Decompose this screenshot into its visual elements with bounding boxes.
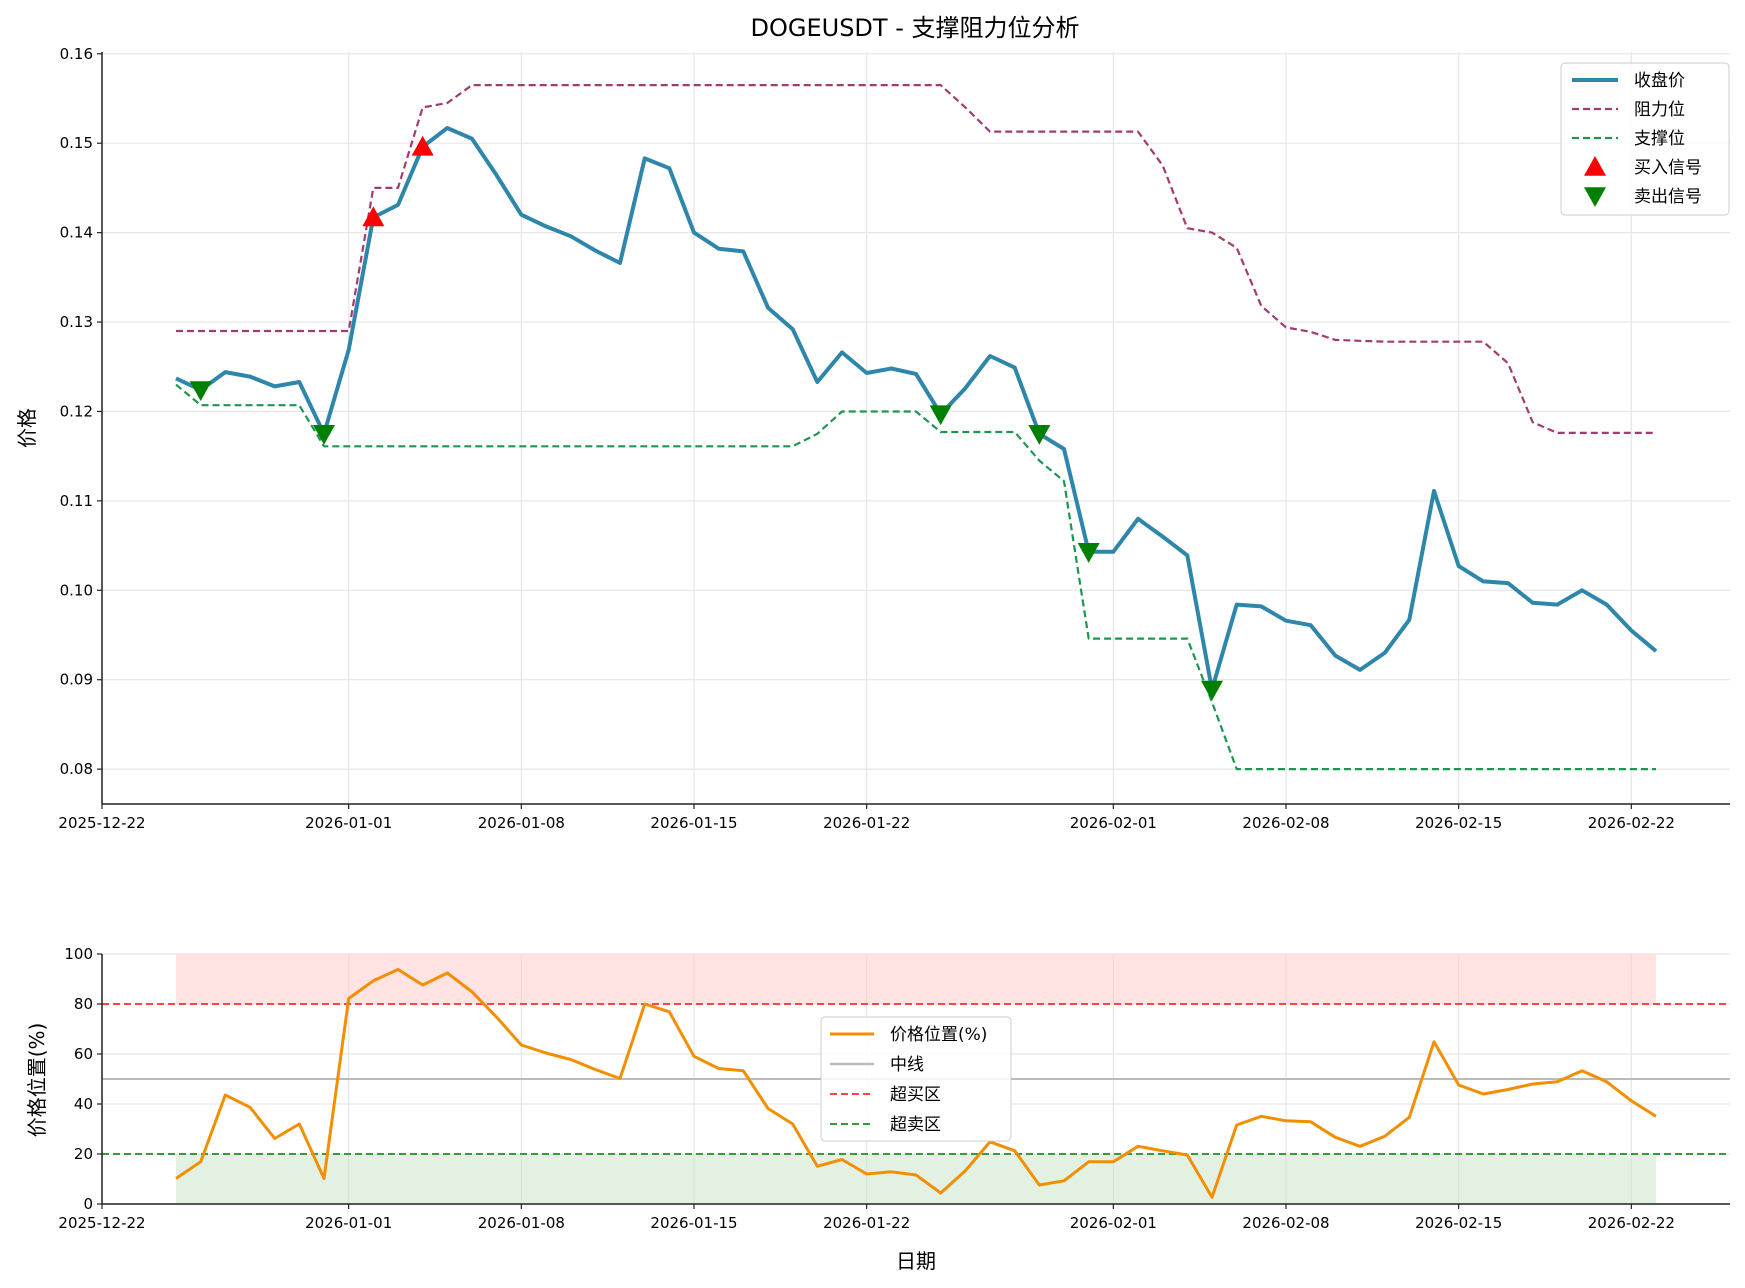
x-tick-label: 2026-01-01 bbox=[305, 814, 392, 832]
x-tick-label: 2026-01-15 bbox=[650, 814, 737, 832]
legend-resistance-label: 阻力位 bbox=[1634, 100, 1685, 120]
legend-price-position-label: 价格位置(%) bbox=[890, 1025, 987, 1045]
legend-sell-signal-icon bbox=[1584, 187, 1606, 207]
legend-box bbox=[1560, 62, 1730, 216]
buy-signal-marker bbox=[411, 135, 434, 156]
bottom-x-axis-label: 日期 bbox=[896, 1249, 936, 1273]
y-tick-label: 0.08 bbox=[60, 760, 93, 778]
y-tick-label: 0.14 bbox=[60, 224, 93, 242]
y-tick-label: 40 bbox=[74, 1095, 93, 1113]
sell-signal-marker bbox=[929, 405, 952, 426]
x-tick-label: 2026-02-01 bbox=[1070, 814, 1157, 832]
top-y-axis-label: 价格 bbox=[15, 408, 39, 448]
x-tick-label: 2026-01-08 bbox=[478, 1214, 565, 1232]
y-tick-label: 0.15 bbox=[60, 134, 93, 152]
y-tick-label: 0.16 bbox=[60, 45, 93, 63]
legend-buy-signal-label: 买入信号 bbox=[1634, 158, 1702, 178]
support-line bbox=[175, 383, 1656, 771]
oversold-zone bbox=[176, 1154, 1656, 1204]
x-tick-label: 2026-02-15 bbox=[1415, 1214, 1502, 1232]
price-position-line bbox=[175, 968, 1657, 1199]
y-tick-label: 0.09 bbox=[60, 671, 93, 689]
y-tick-label: 0.10 bbox=[60, 581, 93, 599]
x-tick-label: 2026-01-22 bbox=[823, 1214, 910, 1232]
sell-signal-marker bbox=[1077, 543, 1100, 563]
x-tick-label: 2025-12-22 bbox=[58, 814, 145, 832]
y-tick-label: 0.12 bbox=[60, 402, 93, 420]
x-tick-label: 2026-02-15 bbox=[1415, 814, 1502, 832]
y-tick-label: 60 bbox=[74, 1045, 93, 1063]
sell-signal-marker bbox=[313, 425, 335, 445]
y-tick-label: 20 bbox=[74, 1145, 93, 1163]
y-tick-label: 0.11 bbox=[60, 492, 93, 510]
x-tick-label: 2026-01-15 bbox=[650, 1214, 737, 1232]
x-tick-label: 2025-12-22 bbox=[58, 1214, 145, 1232]
legend-sell-signal-label: 卖出信号 bbox=[1634, 187, 1702, 207]
sell-signal-marker bbox=[1201, 680, 1223, 701]
x-tick-label: 2026-02-22 bbox=[1588, 814, 1675, 832]
sell-signal-marker bbox=[1028, 425, 1051, 445]
legend-box bbox=[820, 1016, 1012, 1142]
y-tick-label: 80 bbox=[74, 995, 93, 1013]
legend-oversold-label: 超卖区 bbox=[890, 1115, 941, 1135]
x-tick-label: 2026-01-08 bbox=[478, 814, 565, 832]
y-tick-label: 100 bbox=[64, 945, 93, 963]
x-tick-label: 2026-01-01 bbox=[305, 1214, 392, 1232]
legend-support-label: 支撑位 bbox=[1634, 129, 1685, 149]
buy-signal-marker bbox=[362, 206, 385, 227]
legend-close-price-label: 收盘价 bbox=[1634, 71, 1685, 91]
overbought-zone bbox=[176, 954, 1656, 1004]
x-tick-label: 2026-02-01 bbox=[1070, 1214, 1157, 1232]
legend-overbought-label: 超买区 bbox=[890, 1085, 941, 1105]
legend-buy-signal-icon bbox=[1584, 156, 1606, 176]
x-tick-label: 2026-01-22 bbox=[823, 814, 910, 832]
x-tick-label: 2026-02-22 bbox=[1588, 1214, 1675, 1232]
y-tick-label: 0 bbox=[83, 1195, 93, 1213]
sell-signal-marker bbox=[189, 381, 212, 401]
legend-midline-label: 中线 bbox=[890, 1055, 924, 1075]
close-price-line bbox=[175, 126, 1658, 692]
chart-title: DOGEUSDT - 支撑阻力位分析 bbox=[751, 14, 1080, 42]
x-tick-label: 2026-02-08 bbox=[1242, 1214, 1329, 1232]
x-tick-label: 2026-02-08 bbox=[1242, 814, 1329, 832]
bottom-y-axis-label: 价格位置(%) bbox=[25, 1023, 49, 1138]
resistance-line bbox=[176, 83, 1656, 434]
y-tick-label: 0.13 bbox=[60, 313, 93, 331]
